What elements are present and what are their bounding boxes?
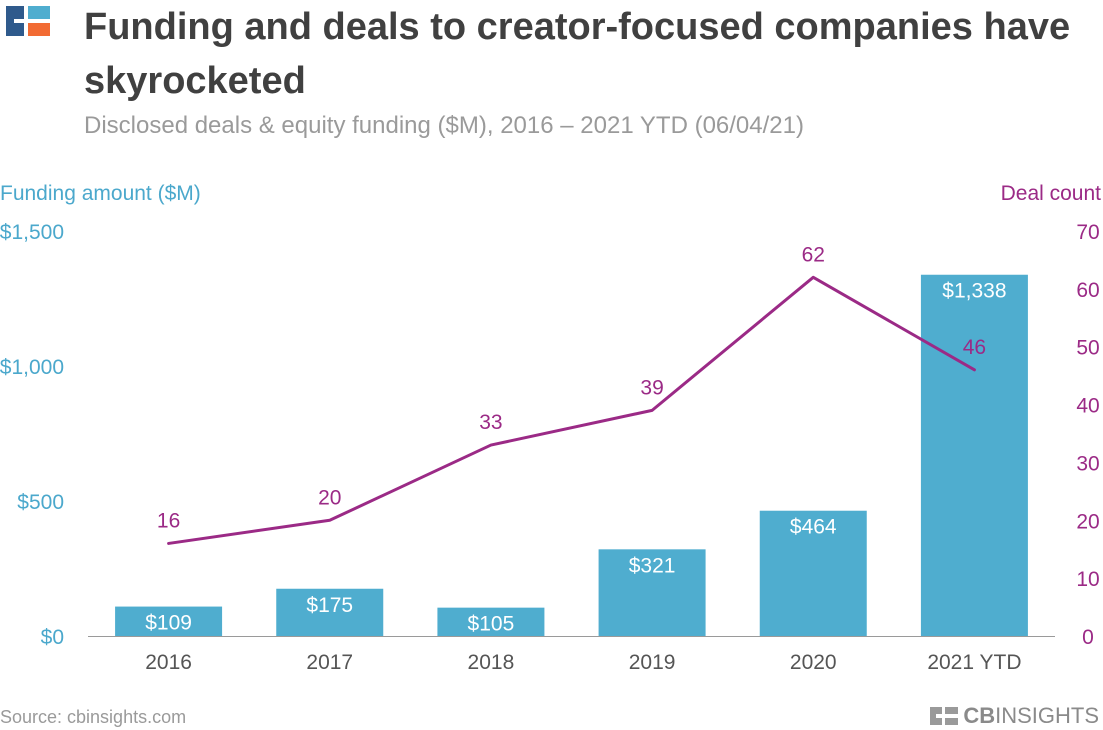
right-axis-tick-label: 30 [1076,452,1099,475]
funding-bar-label: $109 [145,612,192,635]
brand-mark-icon [930,707,959,725]
funding-bar [276,588,384,636]
funding-bar-label: $175 [306,594,353,617]
left-axis-title: Funding amount ($M) [0,182,201,205]
right-axis-tick-label: 50 [1076,337,1099,360]
cb-insights-logo-icon [6,6,50,36]
brand-text-bold: CB [963,703,996,728]
chart-subtitle: Disclosed deals & equity funding ($M), 2… [84,112,804,139]
funding-bar-label: $1,338 [942,280,1006,303]
right-axis-tick-label: 40 [1076,395,1099,418]
right-axis-tick-label: 70 [1076,221,1099,244]
funding-bar-label: $105 [468,613,515,636]
deal-count-label: 20 [318,486,341,509]
x-axis-tick-label: 2020 [790,651,837,674]
right-axis-title: Deal count [1000,182,1101,205]
deal-count-label: 39 [640,376,663,399]
deal-count-line [167,275,976,545]
right-axis-tick-label: 10 [1076,568,1099,591]
x-axis-tick-label: 2021 YTD [927,651,1021,674]
right-axis-tick-label: 20 [1076,510,1099,533]
funding-bar [598,549,706,636]
left-axis-tick-label: $500 [17,491,64,514]
x-axis-tick-label: 2016 [145,651,192,674]
x-axis-tick-label: 2019 [629,651,676,674]
source-note: Source: cbinsights.com [0,707,187,727]
chart-title: Funding and deals to creator-focused com… [84,6,1071,102]
brand-text-light: INSIGHTS [995,703,1099,728]
left-axis-tick-label: $0 [41,626,64,649]
funding-bar [759,510,867,636]
x-axis-tick-label: 2017 [306,651,353,674]
funding-bar-label: $464 [790,516,837,539]
deal-count-label: 62 [802,243,825,266]
deal-count-label: 33 [479,411,502,434]
deal-count-label: 16 [157,509,180,532]
right-axis-tick-label: 60 [1076,279,1099,302]
funding-bar-label: $321 [629,554,676,577]
x-axis-tick-label: 2018 [468,651,515,674]
right-axis-tick-label: 0 [1082,626,1094,649]
left-axis-tick-label: $1,000 [0,356,64,379]
funding-bar [920,274,1028,636]
funding-bar [437,607,545,636]
deal-count-label: 46 [963,336,986,359]
left-axis-tick-label: $1,500 [0,221,64,244]
funding-bar [115,606,223,636]
brand-logo: CBINSIGHTS [929,703,1099,728]
